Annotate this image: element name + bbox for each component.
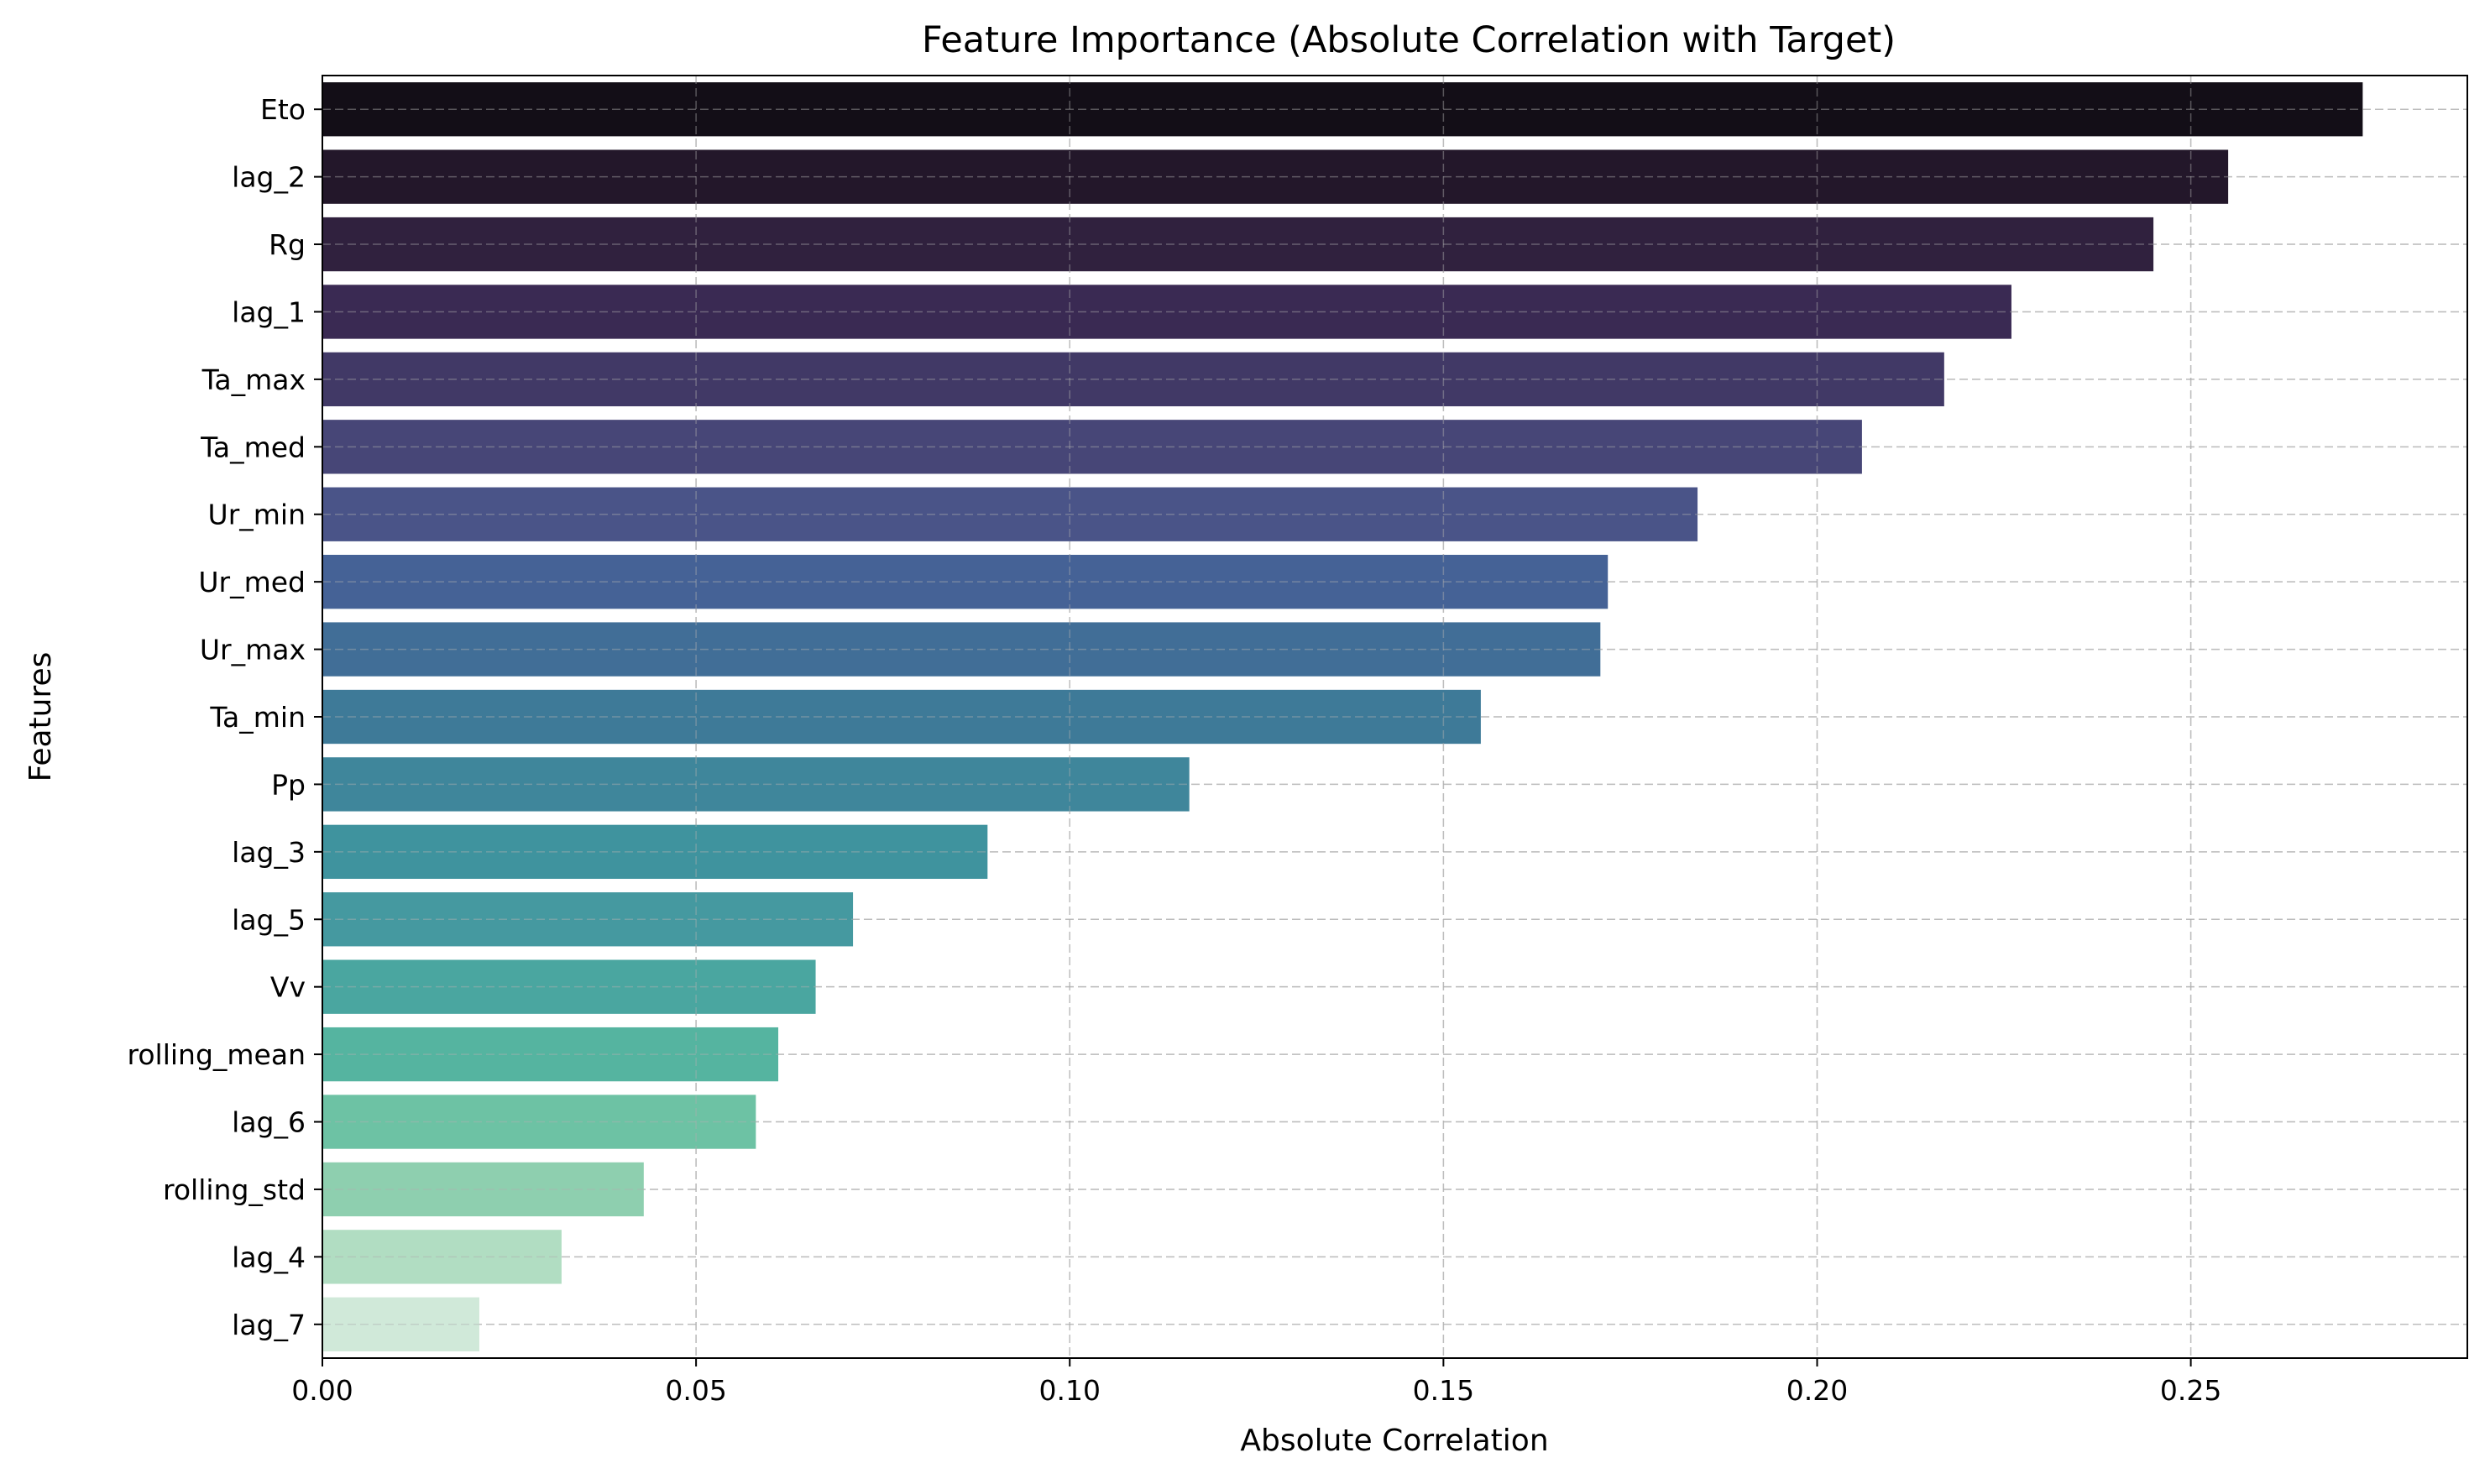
- bar-Ur_med: [322, 554, 1609, 609]
- y-axis-ticks: Eto lag_2 Rg lag_1 Ta_max Ta_med Ur_min Ur_med U…: [128, 93, 322, 1341]
- y-tick-label: Ta_min: [209, 701, 306, 734]
- bar-lag_3: [322, 824, 988, 880]
- bar-lag_1: [322, 285, 2011, 339]
- bar-lag_2: [322, 149, 2229, 204]
- y-tick-label: lag_3: [232, 836, 306, 869]
- y-tick-label: lag_4: [232, 1241, 306, 1273]
- bar-Eto: [322, 82, 2363, 137]
- bar-Vv: [322, 959, 816, 1014]
- y-tick-label: Eto: [260, 93, 306, 126]
- bar-rolling_mean: [322, 1027, 779, 1082]
- bar-Ur_min: [322, 487, 1698, 541]
- y-axis-title: Features: [24, 652, 58, 782]
- y-tick-label: lag_2: [232, 161, 306, 194]
- y-gridlines-overlay: [322, 108, 2467, 1325]
- bar-Ta_med: [322, 420, 1862, 474]
- x-tick-label: 0.05: [665, 1374, 726, 1407]
- x-tick-label: 0.10: [1039, 1374, 1101, 1407]
- x-tick-label: 0.00: [291, 1374, 353, 1407]
- x-axis-title: Absolute Correlation: [1240, 1424, 1548, 1458]
- bars: [322, 82, 2363, 1351]
- bar-lag_6: [322, 1095, 756, 1149]
- bar-Rg: [322, 217, 2154, 272]
- y-tick-label: Ur_med: [198, 566, 306, 598]
- grid-overlay: [322, 76, 2467, 1358]
- bar-rolling_std: [322, 1162, 644, 1217]
- x-tick-label: 0.25: [2160, 1374, 2221, 1407]
- y-tick-label: rolling_std: [163, 1173, 306, 1206]
- y-tick-label: lag_6: [232, 1106, 306, 1139]
- y-tick-label: Ur_min: [208, 499, 306, 531]
- y-tick-label: lag_7: [232, 1309, 306, 1341]
- y-tick-label: Ta_med: [200, 431, 306, 463]
- bar-Ur_max: [322, 622, 1601, 677]
- y-tick-label: Ta_max: [201, 363, 306, 396]
- x-axis-ticks: 0.00 0.05 0.10 0.15 0.20 0.25: [291, 1358, 2221, 1407]
- x-tick-label: 0.15: [1413, 1374, 1474, 1407]
- bar-lag_7: [322, 1297, 479, 1351]
- bar-lag_5: [322, 892, 854, 947]
- y-tick-label: lag_5: [232, 903, 306, 936]
- y-tick-label: rolling_mean: [128, 1038, 306, 1071]
- y-tick-label: Rg: [269, 228, 306, 261]
- y-tick-label: Pp: [271, 768, 306, 801]
- x-tick-label: 0.20: [1786, 1374, 1848, 1407]
- bar-Ta_min: [322, 689, 1481, 745]
- chart-title: Feature Importance (Absolute Correlation…: [922, 19, 1896, 61]
- bar-Pp: [322, 757, 1190, 812]
- y-tick-label: Ur_max: [200, 634, 306, 666]
- bar-lag_4: [322, 1230, 562, 1284]
- y-tick-label: Vv: [270, 971, 306, 1004]
- y-tick-label: lag_1: [232, 295, 306, 328]
- bar-Ta_max: [322, 352, 1944, 407]
